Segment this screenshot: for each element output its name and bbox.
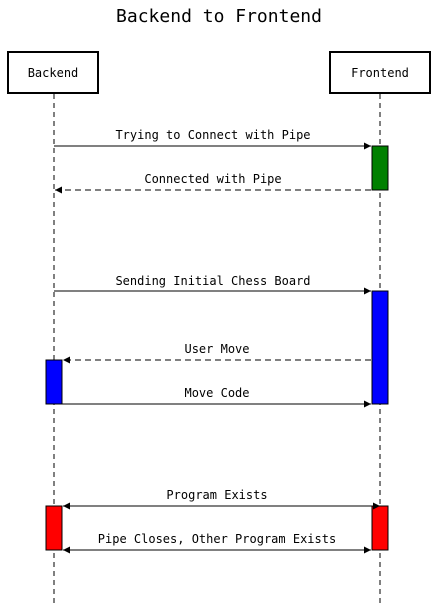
message-move-code: Move Code xyxy=(62,386,371,408)
activation-bar-frontend-exit xyxy=(371,505,389,551)
diagram-title: Backend to Frontend xyxy=(116,6,322,27)
message-user-move: User Move xyxy=(63,342,371,364)
participant-label: Frontend xyxy=(351,66,409,80)
message-label: Trying to Connect with Pipe xyxy=(115,128,310,142)
message-pipe-closes: Pipe Closes, Other Program Exists xyxy=(63,532,371,554)
message-program-exists: Program Exists xyxy=(63,488,380,510)
message-label: Pipe Closes, Other Program Exists xyxy=(98,532,336,546)
message-connected: Connected with Pipe xyxy=(55,172,371,194)
participant-box xyxy=(7,51,99,94)
message-label: Move Code xyxy=(184,386,249,400)
activation-bar-backend-move xyxy=(45,359,63,405)
message-label: Sending Initial Chess Board xyxy=(115,274,310,288)
participant-backend: Backend xyxy=(7,51,99,94)
participant-label: Backend xyxy=(28,66,79,80)
participant-box xyxy=(329,51,431,94)
activation-bar-backend-exit xyxy=(45,505,63,551)
participant-frontend: Frontend xyxy=(329,51,431,94)
message-label: User Move xyxy=(184,342,249,356)
activation-bar-frontend-board xyxy=(371,290,389,405)
activation-bar-frontend-connect xyxy=(371,145,389,191)
message-initial-board: Sending Initial Chess Board xyxy=(54,274,371,295)
message-connect-request: Trying to Connect with Pipe xyxy=(54,128,371,150)
message-label: Program Exists xyxy=(166,488,267,502)
message-label: Connected with Pipe xyxy=(144,172,281,186)
